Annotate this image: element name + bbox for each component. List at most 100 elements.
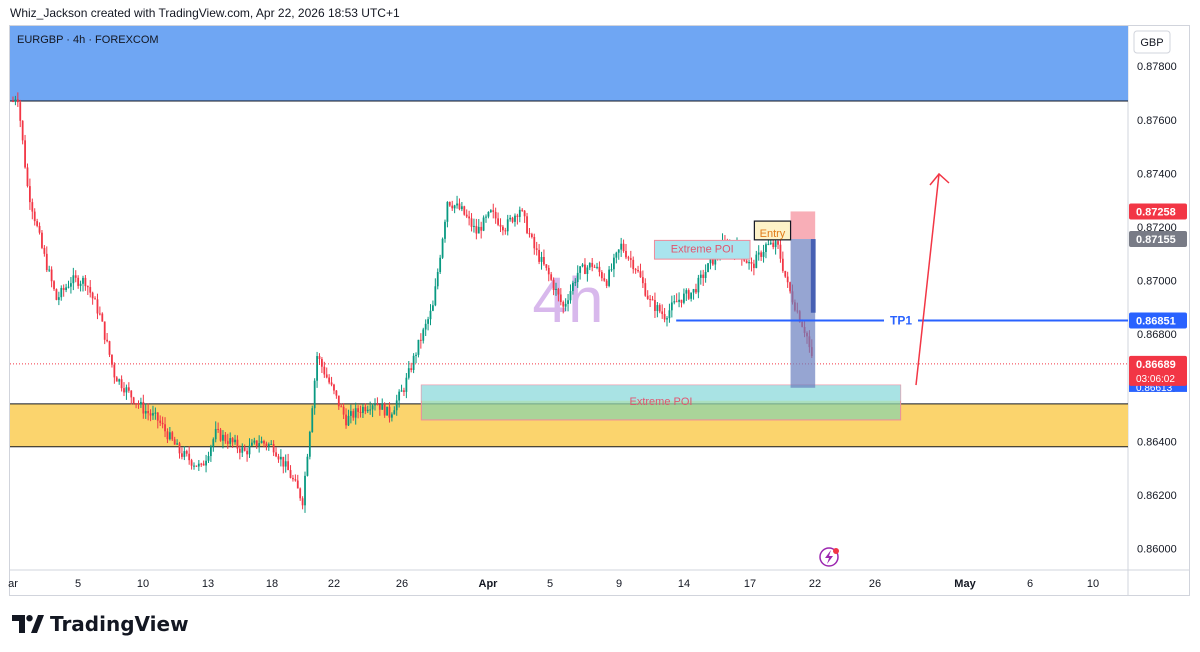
candle[interactable] [132, 396, 135, 405]
candle[interactable] [475, 218, 478, 240]
candle[interactable] [668, 303, 671, 323]
candle[interactable] [28, 178, 31, 210]
candle[interactable] [301, 496, 304, 510]
candle[interactable] [745, 259, 748, 264]
candle[interactable] [374, 398, 376, 411]
candle[interactable] [678, 292, 680, 308]
candle[interactable] [359, 405, 362, 418]
candle[interactable] [149, 409, 152, 422]
candle[interactable] [304, 471, 306, 513]
candle[interactable] [518, 206, 521, 223]
candle[interactable] [241, 443, 244, 457]
candle[interactable] [214, 421, 217, 443]
candle[interactable] [166, 428, 169, 444]
candle[interactable] [545, 264, 548, 271]
candle[interactable] [282, 456, 285, 474]
candle[interactable] [562, 300, 565, 314]
candle[interactable] [79, 280, 82, 292]
candle[interactable] [113, 362, 116, 384]
candle[interactable] [675, 293, 678, 303]
candle[interactable] [72, 267, 75, 291]
candle[interactable] [89, 280, 92, 298]
candle[interactable] [190, 458, 193, 470]
candle[interactable] [463, 205, 466, 216]
candle[interactable] [325, 367, 328, 379]
candle[interactable] [36, 218, 39, 228]
lightning-icon[interactable] [819, 547, 839, 567]
candle[interactable] [666, 316, 668, 327]
candle[interactable] [130, 390, 133, 405]
candle[interactable] [263, 439, 265, 448]
candle[interactable] [48, 265, 51, 273]
candle[interactable] [629, 250, 632, 268]
candle[interactable] [152, 405, 154, 420]
candle[interactable] [547, 265, 550, 282]
candle[interactable] [53, 280, 55, 291]
candle[interactable] [178, 441, 181, 459]
candle[interactable] [289, 465, 292, 479]
candle[interactable] [335, 390, 338, 399]
candle[interactable] [234, 434, 236, 445]
candle[interactable] [596, 262, 598, 270]
candle[interactable] [622, 239, 625, 253]
upper-supply-zone[interactable] [10, 26, 1128, 102]
candle[interactable] [400, 384, 403, 392]
candle[interactable] [571, 280, 574, 295]
candle[interactable] [111, 354, 113, 368]
candle[interactable] [159, 415, 162, 427]
candle[interactable] [480, 221, 483, 239]
candle[interactable] [277, 453, 280, 463]
candle[interactable] [366, 405, 369, 414]
candle[interactable] [538, 244, 541, 265]
candle[interactable] [685, 288, 688, 301]
candle[interactable] [86, 285, 89, 296]
candle[interactable] [185, 449, 188, 457]
candle[interactable] [695, 283, 697, 295]
candle[interactable] [154, 407, 157, 420]
candle[interactable] [275, 447, 277, 458]
candle[interactable] [108, 340, 111, 358]
candle[interactable] [328, 374, 331, 385]
candle[interactable] [77, 275, 80, 289]
candle[interactable] [458, 198, 461, 211]
candle[interactable] [270, 440, 273, 446]
candle[interactable] [410, 362, 413, 373]
candle[interactable] [555, 282, 557, 296]
candle[interactable] [362, 404, 364, 418]
candle[interactable] [567, 294, 569, 312]
candle[interactable] [521, 208, 524, 212]
candle[interactable] [634, 267, 637, 274]
candle[interactable] [376, 397, 379, 406]
candle[interactable] [115, 376, 118, 382]
candle[interactable] [98, 306, 101, 316]
candle[interactable] [272, 440, 275, 457]
symbol-label[interactable]: EURGBP · 4h · FOREXCOM [17, 34, 159, 46]
candle[interactable] [506, 214, 509, 236]
candle[interactable] [692, 288, 695, 300]
candle[interactable] [342, 403, 345, 420]
candle[interactable] [502, 225, 504, 236]
candle[interactable] [456, 195, 458, 209]
candle[interactable] [238, 445, 241, 460]
candle[interactable] [337, 395, 340, 410]
candle[interactable] [774, 239, 777, 255]
candle[interactable] [593, 264, 596, 268]
candle[interactable] [436, 268, 439, 290]
candle[interactable] [316, 351, 318, 388]
candle[interactable] [530, 232, 533, 239]
candle[interactable] [333, 383, 335, 395]
candle[interactable] [171, 430, 174, 441]
candle[interactable] [419, 333, 422, 349]
candle[interactable] [412, 353, 415, 374]
price-tag[interactable]: 0.86689 03:06:02 [1129, 355, 1187, 386]
candle[interactable] [14, 95, 17, 106]
candle[interactable] [296, 474, 299, 489]
candle[interactable] [357, 405, 360, 419]
candle[interactable] [615, 251, 618, 264]
candle[interactable] [395, 394, 398, 416]
candle[interactable] [294, 474, 297, 482]
candle[interactable] [603, 273, 606, 282]
candle[interactable] [494, 207, 497, 224]
candle[interactable] [526, 212, 528, 235]
candle[interactable] [579, 266, 582, 280]
